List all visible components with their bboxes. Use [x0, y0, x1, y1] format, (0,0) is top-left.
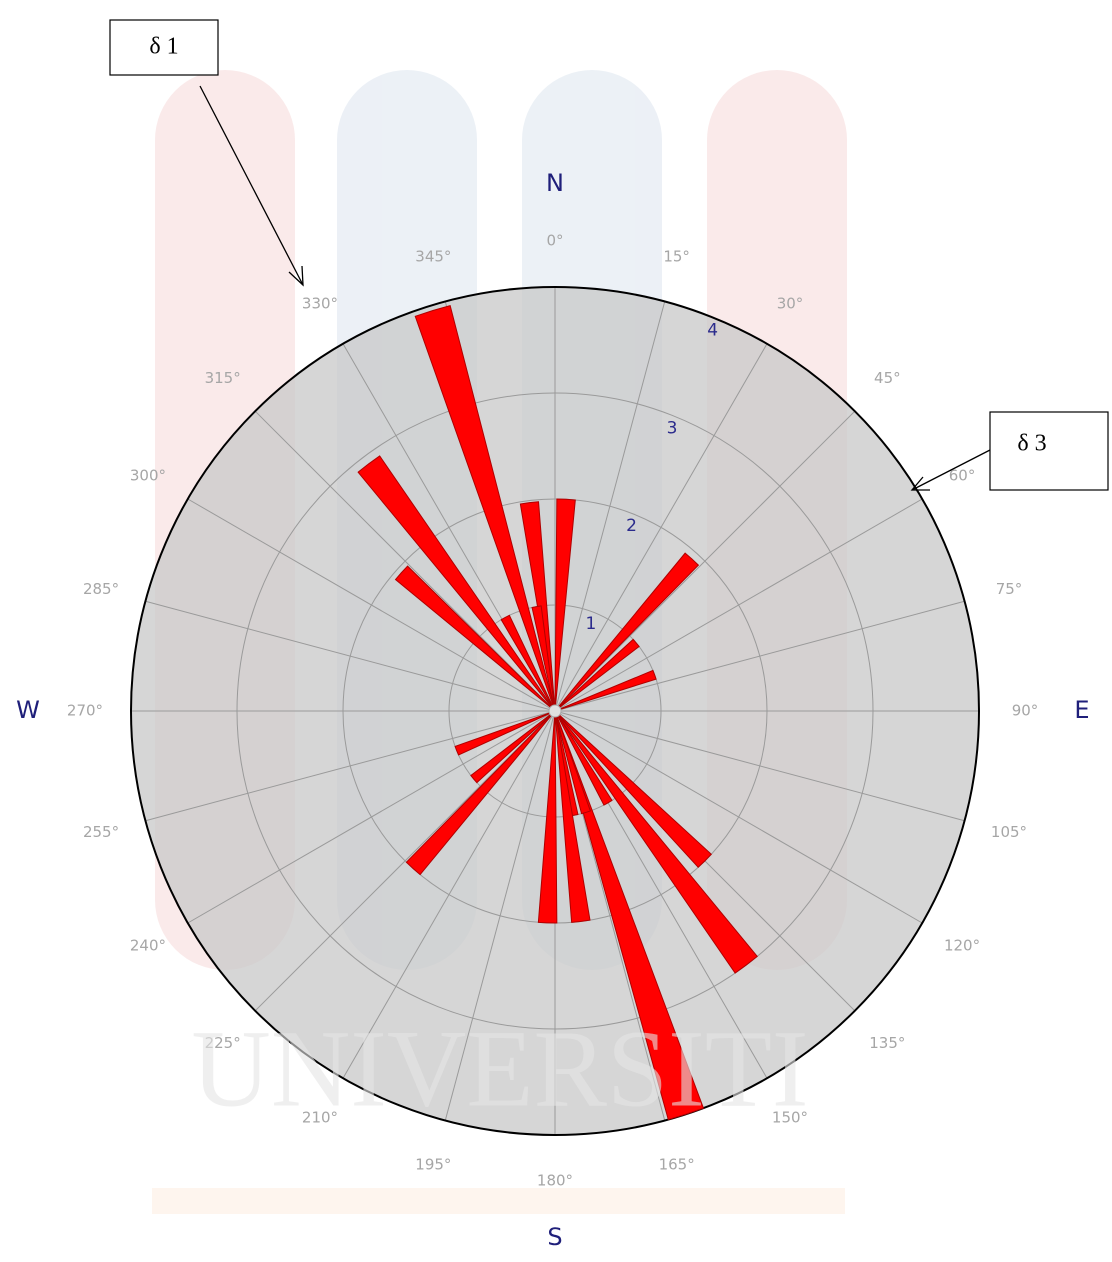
angle-tick-label: 105°: [991, 823, 1027, 841]
petal: [554, 710, 613, 806]
radial-tick-label: 2: [626, 516, 637, 536]
angle-tick-label: 255°: [83, 823, 119, 841]
radial-tick-label: 1: [586, 614, 597, 634]
petal: [554, 552, 700, 712]
angle-tick-label: 270°: [67, 702, 103, 720]
angle-tick-label: 240°: [130, 937, 166, 955]
plot: 0° 15° 30° 45° 60° 75° 90° 105° 120° 135° 150° 165°…: [16, 169, 1089, 1251]
angle-tick-label: 75°: [996, 580, 1023, 598]
compass-label: S: [547, 1223, 562, 1251]
watermark-shape: [152, 1188, 845, 1214]
watermark-text: UNIVERSITI: [191, 1007, 808, 1129]
angle-tick-label: 195°: [415, 1155, 451, 1173]
angle-tick-label: 15°: [663, 248, 690, 266]
radial-tick-label: 4: [707, 320, 718, 340]
angle-tick-label: 285°: [83, 580, 119, 598]
annotation: δ 3: [910, 411, 1109, 491]
compass-label: N: [546, 169, 564, 197]
center-hub: [548, 704, 562, 718]
petal: [531, 605, 556, 712]
angle-tick-label: 120°: [944, 937, 980, 955]
outer-ring: [130, 286, 980, 1136]
petal: [394, 565, 556, 712]
angle-tick-label: 315°: [205, 369, 241, 387]
petal: [405, 710, 556, 876]
angle-tick-label: 0°: [546, 232, 563, 250]
annotation-box: [989, 411, 1109, 491]
angle-tick-label: 330°: [302, 294, 338, 312]
petal: [454, 710, 556, 756]
annotation-text: δ 1: [149, 34, 178, 60]
annotation-arrowhead: [910, 476, 930, 491]
petal: [554, 710, 758, 974]
angle-tick-label: 30°: [777, 294, 804, 312]
petal: [554, 638, 640, 712]
annotation: δ 1: [109, 19, 304, 287]
angle-tick-label: 165°: [659, 1155, 695, 1173]
petal: [554, 710, 591, 923]
angle-tick-label: 300°: [130, 467, 166, 485]
petal: [470, 710, 556, 784]
angle-tick-label: 345°: [415, 248, 451, 266]
grid-ring: [236, 392, 874, 1030]
angle-tick-label: 60°: [949, 467, 976, 485]
petal: [414, 305, 556, 712]
petal: [357, 455, 556, 712]
petal: [554, 710, 592, 815]
angle-tick-label: 45°: [874, 369, 901, 387]
annotation-text: δ 3: [1017, 431, 1046, 457]
angle-tick-label: 135°: [869, 1034, 905, 1052]
angle-tick-label: 90°: [1012, 702, 1039, 720]
angle-tick-label: 150°: [772, 1109, 808, 1127]
annotation-arrow: [199, 85, 304, 286]
petal: [554, 710, 713, 869]
annotation-box: [109, 19, 219, 76]
compass-label: E: [1074, 696, 1089, 724]
annotation-arrow: [911, 449, 991, 491]
petal: [554, 498, 576, 712]
angle-tick-label: 225°: [205, 1034, 241, 1052]
angle-tick-label: 180°: [537, 1172, 573, 1190]
petal: [554, 669, 657, 712]
annotation-arrowhead: [288, 265, 304, 287]
petal: [537, 710, 558, 924]
petal: [500, 614, 556, 712]
petal: [554, 710, 705, 1121]
compass-label: W: [16, 696, 40, 724]
angle-tick-label: 210°: [302, 1109, 338, 1127]
radial-tick-label: 3: [667, 418, 678, 438]
